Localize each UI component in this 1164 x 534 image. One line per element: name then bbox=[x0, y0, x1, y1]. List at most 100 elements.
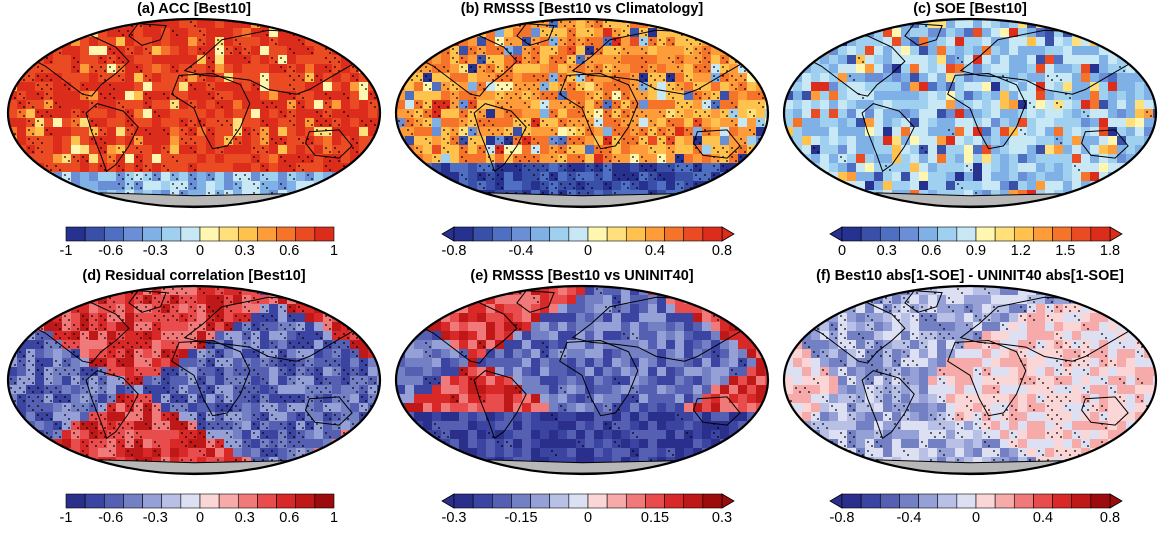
panel-e: (e) RMSSS [Best10 vs UNINIT40] -0.3 -0.15… bbox=[388, 267, 776, 534]
colorbar: 0 0.3 0.6 0.9 1.2 1.5 1.8 bbox=[829, 226, 1123, 259]
panel-c: (c) SOE [Best10] 0 0.3 0.6 0.9 1.2 1.5 1.8 bbox=[776, 0, 1164, 267]
colorbar-segment bbox=[453, 226, 474, 242]
colorbar-segment bbox=[453, 493, 474, 509]
colorbar-arrow-right bbox=[721, 226, 735, 242]
map-b: -0.8 -0.4 0 0.4 0.8 bbox=[394, 17, 770, 259]
colorbar-tick-label: 0 bbox=[838, 243, 846, 259]
colorbar-tick-label: -0.8 bbox=[830, 510, 855, 526]
panel-a: (a) ACC [Best10] -1 -0.6 -0.3 0 0.3 0.6 1 bbox=[0, 0, 388, 267]
colorbar-arrow-right bbox=[1109, 226, 1123, 242]
colorbar-arrow-left bbox=[441, 226, 455, 242]
panel-title: (a) ACC [Best10] bbox=[137, 1, 251, 17]
colorbar-segment bbox=[879, 226, 900, 242]
colorbar-tick-label: -0.3 bbox=[143, 510, 168, 526]
colorbar-tick-label: 0.8 bbox=[1100, 510, 1120, 526]
colorbar-segment bbox=[683, 493, 704, 509]
map-c: 0 0.3 0.6 0.9 1.2 1.5 1.8 bbox=[782, 17, 1158, 259]
colorbar-tick-label: -1 bbox=[60, 510, 73, 526]
colorbar-segment bbox=[899, 493, 919, 509]
colorbar-arrow-left bbox=[829, 493, 843, 509]
colorbar-segment bbox=[1052, 226, 1073, 242]
colorbar-segment bbox=[937, 226, 958, 242]
colorbar-segment bbox=[841, 493, 862, 509]
colorbar-tick-label: 0.6 bbox=[921, 243, 941, 259]
colorbar-segment bbox=[860, 493, 881, 509]
colorbar-segment bbox=[1090, 493, 1111, 509]
colorbar-tick-label: -0.3 bbox=[442, 510, 467, 526]
colorbar-segment bbox=[1013, 226, 1034, 242]
colorbar-tick-label: 0.4 bbox=[645, 243, 665, 259]
colorbar-tick-label: 0.3 bbox=[877, 243, 897, 259]
colorbar-segment bbox=[123, 493, 143, 509]
colorbar-segment bbox=[218, 226, 239, 242]
colorbar-tick-label: 0 bbox=[584, 510, 592, 526]
colorbar-tick-label: -0.15 bbox=[504, 510, 537, 526]
colorbar-segment bbox=[65, 226, 86, 242]
colorbar-tick-label: 0 bbox=[584, 243, 592, 259]
colorbar-tick-label: 0.6 bbox=[279, 243, 299, 259]
colorbar-segment bbox=[702, 226, 723, 242]
colorbar-segment bbox=[65, 493, 86, 509]
colorbar-segment bbox=[237, 493, 258, 509]
colorbar-tick-label: 1.8 bbox=[1100, 243, 1120, 259]
colorbar-segment bbox=[123, 226, 143, 242]
colorbar-segment bbox=[1033, 493, 1053, 509]
colorbar-segment bbox=[549, 493, 570, 509]
colorbar-tick-label: -0.4 bbox=[509, 243, 534, 259]
colorbar: -0.8 -0.4 0 0.4 0.8 bbox=[829, 493, 1123, 526]
colorbar-tick-label: 1 bbox=[330, 243, 338, 259]
colorbar-segment bbox=[1071, 226, 1092, 242]
colorbar-segment bbox=[103, 226, 124, 242]
colorbar-segment bbox=[568, 493, 589, 509]
colorbar-segment bbox=[587, 226, 608, 242]
colorbar-segment bbox=[1013, 493, 1034, 509]
colorbar-segment bbox=[1071, 493, 1092, 509]
colorbar-segment bbox=[257, 226, 277, 242]
colorbar-tick-label: 0.6 bbox=[279, 510, 299, 526]
panel-title: (d) Residual correlation [Best10] bbox=[82, 268, 306, 284]
colorbar-segment bbox=[606, 493, 627, 509]
colorbar-segment bbox=[587, 493, 608, 509]
colorbar-segment bbox=[994, 493, 1015, 509]
colorbar-tick-label: -0.4 bbox=[897, 510, 922, 526]
colorbar-segment bbox=[645, 493, 665, 509]
colorbar-tick-label: -0.3 bbox=[143, 243, 168, 259]
colorbar: -1 -0.6 -0.3 0 0.3 0.6 1 bbox=[60, 226, 338, 259]
colorbar-segment bbox=[625, 226, 646, 242]
panel-title: (e) RMSSS [Best10 vs UNINIT40] bbox=[470, 268, 694, 284]
colorbar-tick-label: -1 bbox=[60, 243, 73, 259]
colorbar-segment bbox=[1052, 493, 1073, 509]
colorbar-tick-label: 0.8 bbox=[712, 243, 732, 259]
map-border bbox=[782, 284, 1158, 476]
colorbar-segment bbox=[161, 226, 182, 242]
colorbar-segment bbox=[664, 226, 685, 242]
colorbar: -0.8 -0.4 0 0.4 0.8 bbox=[441, 226, 735, 259]
colorbar-segment bbox=[937, 493, 958, 509]
colorbar-tick-label: 0.15 bbox=[641, 510, 669, 526]
map-border bbox=[394, 284, 770, 476]
colorbar-segment bbox=[84, 226, 105, 242]
colorbar-segment bbox=[606, 226, 627, 242]
colorbar-segment bbox=[645, 226, 665, 242]
panel-b: (b) RMSSS [Best10 vs Climatology] -0.8 -0… bbox=[388, 0, 776, 267]
map-f: -0.8 -0.4 0 0.4 0.8 bbox=[782, 284, 1158, 526]
colorbar-segment bbox=[472, 493, 493, 509]
panel-title: (f) Best10 abs[1-SOE] - UNINIT40 abs[1-S… bbox=[816, 268, 1124, 284]
colorbar-segment bbox=[511, 226, 531, 242]
colorbar-segment bbox=[314, 226, 335, 242]
colorbar-tick-label: 1.5 bbox=[1055, 243, 1075, 259]
colorbar-segment bbox=[295, 493, 316, 509]
colorbar-segment bbox=[568, 226, 589, 242]
colorbar-segment bbox=[702, 493, 723, 509]
colorbar-segment bbox=[511, 493, 531, 509]
colorbar-segment bbox=[199, 493, 220, 509]
colorbar-segment bbox=[530, 226, 551, 242]
colorbar-arrow-left bbox=[441, 493, 455, 509]
colorbar-segment bbox=[956, 226, 977, 242]
colorbar-segment bbox=[161, 493, 182, 509]
colorbar-arrow-right bbox=[721, 493, 735, 509]
colorbar-segment bbox=[975, 226, 996, 242]
colorbar: -1 -0.6 -0.3 0 0.3 0.6 1 bbox=[60, 493, 338, 526]
colorbar-segment bbox=[625, 493, 646, 509]
colorbar-tick-label: -0.8 bbox=[442, 243, 467, 259]
